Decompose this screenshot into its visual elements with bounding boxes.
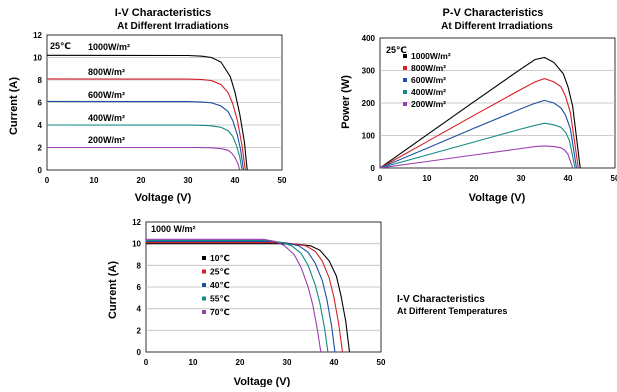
chart1-y-tick-label: 6 (38, 99, 43, 108)
chart3-series-line-4 (146, 240, 328, 352)
iv-irradiation-chart: I-V Characteristics At Different Irradia… (8, 7, 287, 204)
chart1-subtitle: At Different Irradiations (117, 21, 229, 32)
chart3-legend-label: 10℃ (210, 253, 230, 263)
chart1-y-tick-label: 8 (38, 76, 43, 85)
chart3-legend-swatch (202, 270, 206, 274)
chart1-series-line-3 (47, 101, 244, 170)
chart2-y-axis-label: Power (W) (340, 75, 352, 129)
chart3-legend-swatch (202, 283, 206, 287)
chart2-legend-label: 1000W/m² (411, 51, 451, 61)
chart3-y-tick-label: 0 (137, 348, 142, 357)
chart2-x-tick-label: 20 (470, 174, 479, 183)
chart2-y-tick-label: 0 (371, 164, 376, 173)
chart2-x-tick-label: 0 (378, 174, 383, 183)
chart3-y-tick-label: 12 (132, 218, 141, 227)
chart3-y-tick-label: 6 (137, 283, 142, 292)
chart1-x-tick-label: 30 (184, 176, 193, 185)
chart1-x-tick-label: 20 (137, 176, 146, 185)
chart2-x-tick-label: 10 (423, 174, 432, 183)
chart1-x-tick-label: 50 (278, 176, 287, 185)
chart3-legend-label: 70℃ (210, 307, 230, 317)
chart2-legend-swatch (403, 90, 407, 94)
chart3-y-tick-label: 4 (137, 305, 142, 314)
chart1-series-line-1 (47, 55, 247, 170)
chart2-y-tick-label: 400 (362, 34, 376, 43)
pv-irradiation-chart: P-V Characteristics At Different Irradia… (340, 7, 617, 204)
chart1-y-tick-label: 12 (33, 31, 42, 40)
chart2-series-line-5 (380, 146, 573, 168)
chart1-series-label: 1000W/m² (88, 42, 130, 52)
chart2-legend-label: 400W/m² (411, 87, 446, 97)
chart3-legend-label: 40℃ (210, 280, 230, 290)
chart1-series-line-5 (47, 148, 240, 171)
chart1-series-line-2 (47, 79, 245, 170)
chart1-y-axis-label: Current (A) (8, 77, 20, 135)
chart1-title: I-V Characteristics (115, 7, 212, 19)
chart1-x-axis-label: Voltage (V) (135, 192, 192, 204)
chart3-title: I-V Characteristics (397, 294, 485, 305)
chart3-legend-swatch (202, 297, 206, 301)
chart3-x-tick-label: 0 (144, 358, 149, 367)
chart1-x-tick-label: 10 (90, 176, 99, 185)
chart1-series-label: 200W/m² (88, 135, 125, 145)
chart3-legend-swatch (202, 256, 206, 260)
chart3-series-line-3 (146, 242, 335, 353)
chart1-x-tick-label: 40 (231, 176, 240, 185)
chart2-legend-swatch (403, 66, 407, 70)
chart2-subtitle: At Different Irradiations (441, 21, 553, 32)
chart3-irradiance-annotation: 1000 W/m² (151, 224, 196, 234)
chart2-x-tick-label: 50 (611, 174, 617, 183)
chart1-series-label: 400W/m² (88, 113, 125, 123)
chart3-x-tick-label: 40 (330, 358, 339, 367)
chart3-y-tick-label: 2 (137, 326, 142, 335)
chart3-legend-swatch (202, 310, 206, 314)
chart2-series-line-3 (380, 100, 577, 168)
chart3-subtitle: At Different Temperatures (397, 306, 507, 316)
chart1-series-label: 800W/m² (88, 67, 125, 77)
chart2-y-tick-label: 300 (362, 67, 376, 76)
chart2-legend-label: 600W/m² (411, 75, 446, 85)
chart3-x-axis-label: Voltage (V) (234, 376, 291, 387)
chart3-y-tick-label: 8 (137, 261, 142, 270)
chart2-legend-label: 800W/m² (411, 63, 446, 73)
chart3-x-tick-label: 10 (189, 358, 198, 367)
chart1-series-label: 600W/m² (88, 90, 125, 100)
chart1-temperature-annotation: 25℃ (50, 41, 71, 51)
chart2-legend-label: 200W/m² (411, 99, 446, 109)
chart3-x-tick-label: 50 (377, 358, 386, 367)
chart1-x-tick-label: 0 (45, 176, 50, 185)
chart2-title: P-V Characteristics (443, 7, 544, 19)
chart2-x-tick-label: 30 (517, 174, 526, 183)
chart3-legend-label: 25℃ (210, 267, 230, 277)
chart1-y-tick-label: 2 (38, 144, 43, 153)
chart3-legend-label: 55℃ (210, 294, 230, 304)
iv-temperature-chart: I-V Characteristics At Different Tempera… (107, 218, 507, 387)
chart2-x-axis-label: Voltage (V) (469, 192, 526, 204)
chart1-y-tick-label: 0 (38, 166, 43, 175)
chart1-y-tick-label: 4 (38, 121, 43, 130)
chart1-y-tick-label: 10 (33, 54, 42, 63)
chart3-x-tick-label: 30 (283, 358, 292, 367)
chart2-legend-swatch (403, 78, 407, 82)
chart3-y-axis-label: Current (A) (107, 261, 119, 319)
chart3-x-tick-label: 20 (236, 358, 245, 367)
chart2-legend-swatch (403, 102, 407, 106)
chart3-y-tick-label: 10 (132, 240, 141, 249)
chart2-y-tick-label: 200 (362, 99, 376, 108)
chart2-y-tick-label: 100 (362, 132, 376, 141)
chart2-temperature-annotation: 25℃ (386, 45, 407, 55)
chart3-series-line-5 (146, 239, 321, 352)
chart2-legend-swatch (403, 54, 407, 58)
chart2-x-tick-label: 40 (564, 174, 573, 183)
